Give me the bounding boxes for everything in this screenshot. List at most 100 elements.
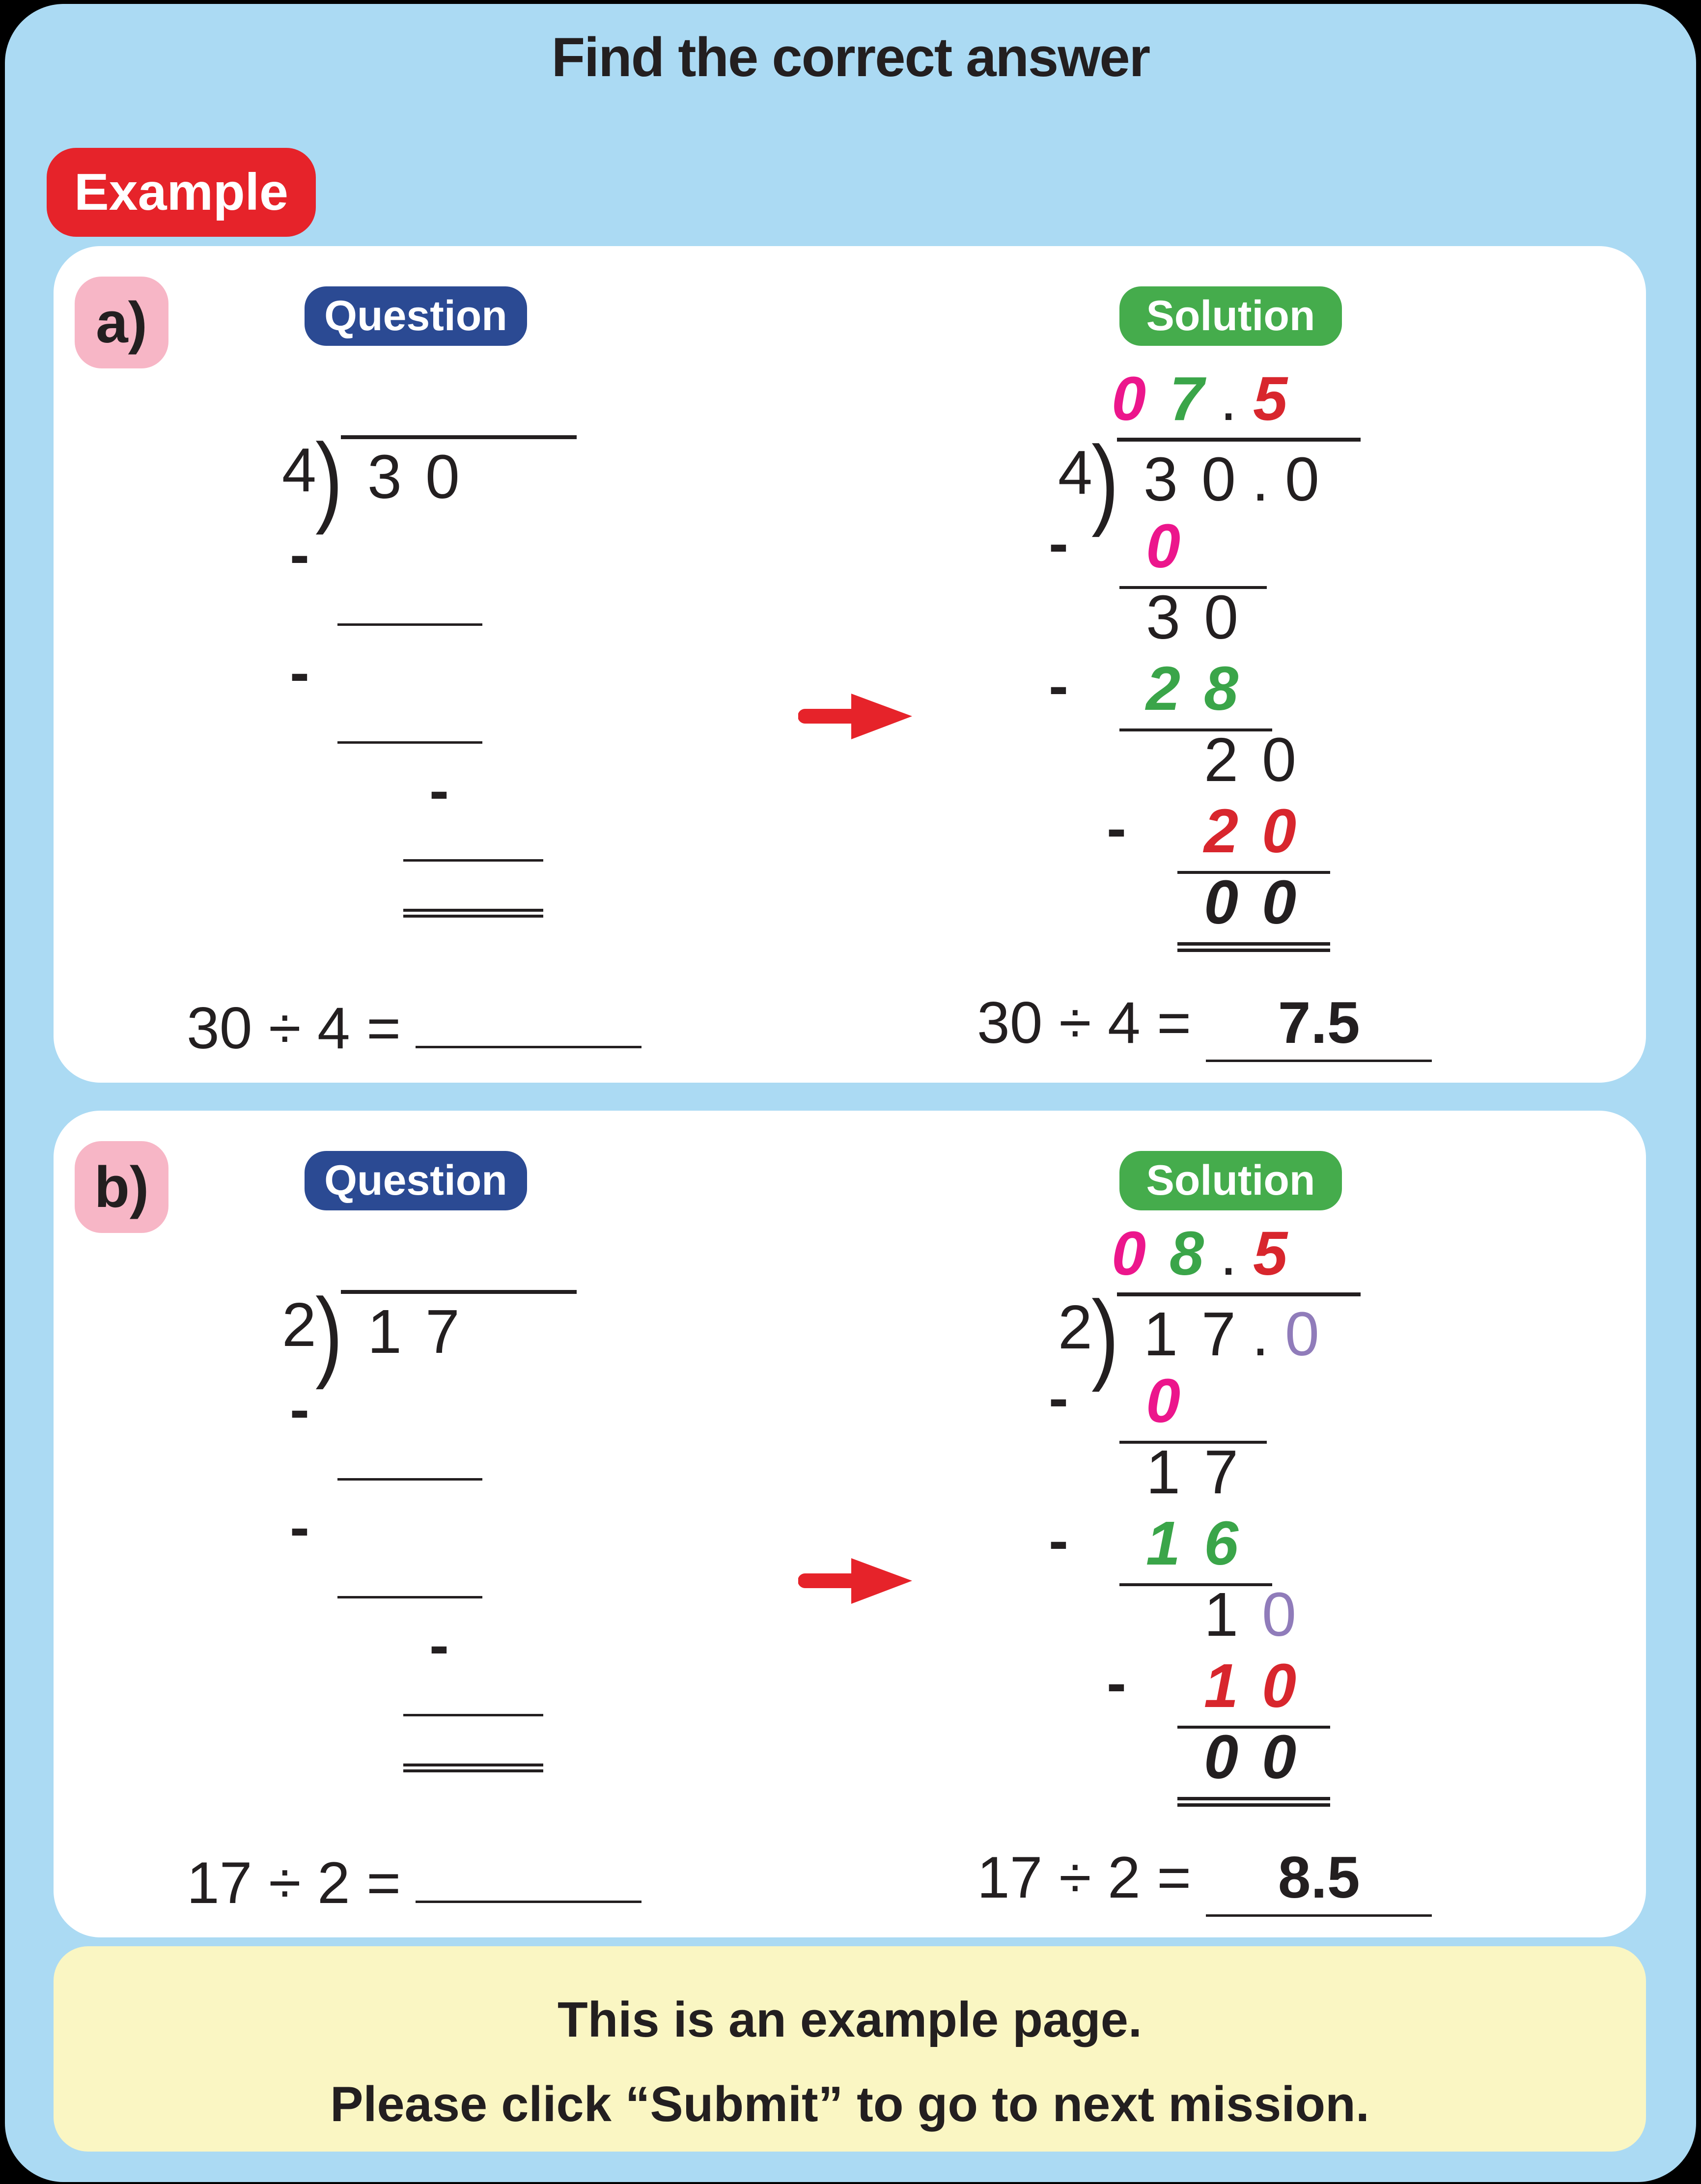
blank-answer-line[interactable] bbox=[337, 741, 482, 744]
minus-sign: - bbox=[290, 1376, 309, 1442]
answer-blank[interactable] bbox=[416, 1838, 642, 1903]
division-digit: 0 bbox=[425, 442, 460, 511]
division-digit: . bbox=[1252, 1299, 1269, 1369]
footer-note: This is an example page. Please click “S… bbox=[54, 1946, 1646, 2152]
bracket-paren: ) bbox=[315, 1277, 343, 1390]
digit-group: 0 bbox=[1119, 1366, 1267, 1444]
division-row bbox=[270, 1717, 577, 1791]
item-label-b: b) bbox=[75, 1141, 168, 1233]
division-digit: 0 bbox=[1261, 1722, 1297, 1792]
division-row bbox=[270, 863, 577, 936]
question-badge: Question bbox=[305, 1151, 527, 1210]
double-rule bbox=[403, 909, 543, 918]
division-digit: 2 bbox=[1203, 796, 1239, 866]
division-digit: 0 bbox=[1201, 445, 1236, 514]
example-card-b: b) Question Solution 2) 1 7- - - 0 8. 5 2) 1 7. 0-… bbox=[54, 1111, 1646, 1937]
division-digit: 0 bbox=[1261, 725, 1297, 794]
division-digit: 0 bbox=[1111, 1219, 1146, 1288]
minus-sign: - bbox=[290, 522, 309, 588]
division-digit: 1 bbox=[1203, 1651, 1239, 1720]
blank-answer-line[interactable] bbox=[403, 859, 543, 862]
blank-answer-line[interactable] bbox=[337, 623, 482, 626]
equation-lhs: 30 ÷ 4 = bbox=[187, 995, 401, 1061]
minus-sign: - bbox=[1049, 510, 1068, 576]
bracket-paren: ) bbox=[1091, 425, 1119, 538]
bracket-row: 2) 1 7 bbox=[270, 1283, 577, 1384]
division-digit: 0 bbox=[1203, 583, 1239, 652]
division-row: - bbox=[270, 509, 577, 627]
question-division: 4) 3 0- - - bbox=[270, 422, 577, 936]
division-row: - bbox=[270, 745, 577, 863]
blank-answer-line[interactable] bbox=[337, 1596, 482, 1598]
divisor: 2 bbox=[281, 1290, 316, 1359]
division-digit: 0 bbox=[1145, 1366, 1181, 1435]
division-digit: 7 bbox=[425, 1297, 460, 1366]
minus-sign: - bbox=[429, 757, 449, 823]
division-row: - bbox=[270, 1599, 577, 1717]
equation-lhs: 17 ÷ 2 = bbox=[187, 1850, 401, 1916]
blank-answer-line[interactable] bbox=[337, 1478, 482, 1481]
division-digit: 1 bbox=[1203, 1580, 1239, 1649]
digit-group: 0 bbox=[1119, 511, 1267, 589]
example-badge: Example bbox=[47, 148, 316, 237]
division-digit: 0 bbox=[1203, 1722, 1239, 1792]
divisor: 4 bbox=[1058, 438, 1092, 507]
question-division: 2) 1 7- - - bbox=[270, 1283, 577, 1791]
bracket-row: 2) 1 7. 0 bbox=[1046, 1286, 1361, 1386]
red-arrow-icon bbox=[798, 1555, 916, 1607]
example-card-a: a) Question Solution 4) 3 0- - - 0 7. 5 4) 3 0. 0-… bbox=[54, 246, 1646, 1083]
footer-line-1: This is an example page. bbox=[557, 1992, 1142, 2047]
minus-sign: - bbox=[290, 1494, 309, 1560]
division-digit: 5 bbox=[1253, 1219, 1288, 1288]
division-digit: 6 bbox=[1203, 1509, 1239, 1578]
division-digit: . bbox=[1220, 364, 1237, 433]
solution-badge: Solution bbox=[1119, 1151, 1342, 1210]
division-digit: 0 bbox=[1203, 868, 1239, 937]
division-digit: 8 bbox=[1203, 654, 1239, 723]
divisor: 2 bbox=[1058, 1292, 1092, 1362]
division-row: - bbox=[270, 627, 577, 745]
division-digit: 0 bbox=[1284, 445, 1319, 514]
division-digit: 0 bbox=[1111, 364, 1146, 433]
answer-value: 8.5 bbox=[1206, 1844, 1432, 1917]
division-digit: 3 bbox=[1143, 445, 1178, 514]
question-badge: Question bbox=[305, 286, 527, 346]
division-digit: 0 bbox=[1261, 796, 1297, 866]
division-row: - bbox=[270, 1482, 577, 1599]
division-digit: . bbox=[1220, 1219, 1237, 1288]
division-digit: 1 bbox=[1145, 1509, 1181, 1578]
answer-blank[interactable] bbox=[416, 983, 642, 1048]
equation-lhs: 30 ÷ 4 = bbox=[977, 990, 1192, 1056]
divisor: 4 bbox=[281, 435, 316, 504]
minus-sign: - bbox=[1049, 653, 1068, 719]
minus-sign: - bbox=[429, 1612, 449, 1678]
division-digit: 7 bbox=[1169, 364, 1204, 433]
division-digit: 3 bbox=[1145, 583, 1181, 652]
division-row: - bbox=[270, 1364, 577, 1482]
blank-answer-line[interactable] bbox=[403, 1714, 543, 1716]
division-digit: 1 bbox=[1145, 1437, 1181, 1507]
question-equation: 17 ÷ 2 = bbox=[187, 1838, 642, 1917]
minus-sign: - bbox=[1049, 1508, 1068, 1573]
division-digit: 0 bbox=[1145, 511, 1181, 581]
bracket-paren: ) bbox=[315, 422, 343, 535]
